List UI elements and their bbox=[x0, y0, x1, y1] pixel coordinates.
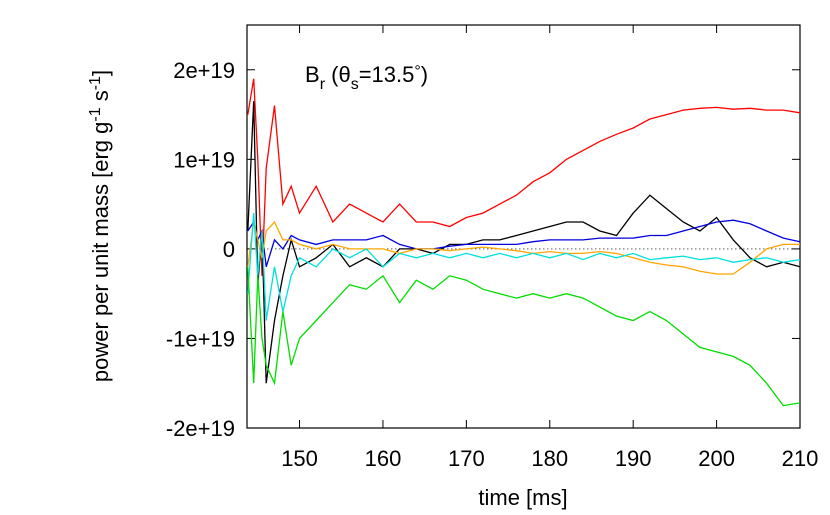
y-label-part: ] bbox=[88, 70, 113, 76]
series-line bbox=[247, 220, 800, 275]
y-tick-label: -1e+19 bbox=[166, 326, 235, 351]
y-label-part: s bbox=[88, 90, 113, 107]
y-tick-label: 0 bbox=[223, 237, 235, 262]
x-tick-label: 180 bbox=[531, 446, 568, 471]
annotation-part: =13.5 bbox=[359, 62, 415, 87]
annotation-part: s bbox=[351, 76, 359, 93]
y-label-part: power per unit mass [erg g bbox=[88, 122, 113, 382]
series-line bbox=[247, 266, 801, 407]
y-label-part: -1 bbox=[87, 76, 104, 90]
x-tick-label: 190 bbox=[615, 446, 652, 471]
y-label-part: -1 bbox=[87, 107, 104, 121]
annotation-part: (θ bbox=[325, 62, 351, 87]
plot-frame bbox=[246, 24, 801, 429]
series-line bbox=[247, 219, 801, 267]
y-tick-label: -2e+19 bbox=[166, 416, 235, 441]
x-tick-label: 170 bbox=[448, 446, 485, 471]
x-axis-label: time [ms] bbox=[478, 485, 567, 510]
annotation-part: ° bbox=[414, 63, 420, 80]
series-line bbox=[247, 213, 801, 321]
annotation-part: ) bbox=[421, 62, 428, 87]
annotation: Br (θs=13.5°) bbox=[305, 62, 428, 93]
x-tick-label: 200 bbox=[698, 446, 735, 471]
series-line bbox=[247, 78, 801, 276]
annotation-part: r bbox=[320, 76, 326, 93]
y-tick-label: 2e+19 bbox=[173, 58, 235, 83]
x-tick-label: 160 bbox=[365, 446, 402, 471]
x-tick-label: 210 bbox=[782, 446, 819, 471]
y-tick-label: 1e+19 bbox=[173, 147, 235, 172]
series-line bbox=[247, 101, 801, 384]
x-tick-label: 150 bbox=[281, 446, 318, 471]
annotation-part: B bbox=[305, 62, 320, 87]
y-axis-label: power per unit mass [erg g-1 s-1] bbox=[87, 70, 113, 382]
